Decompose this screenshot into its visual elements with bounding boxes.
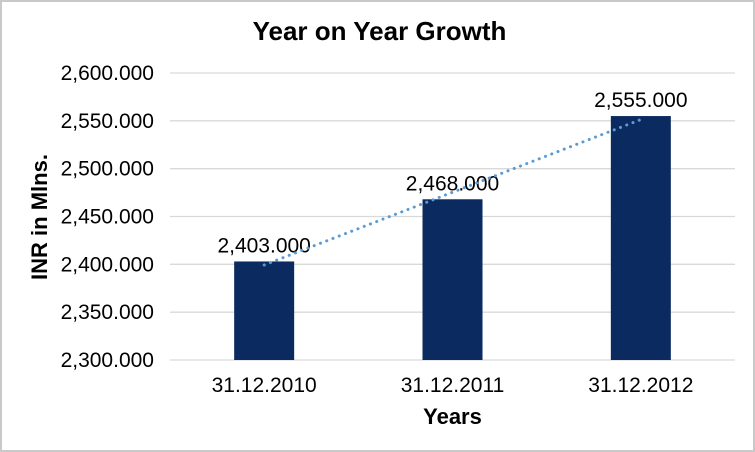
chart-title: Year on Year Growth [252,16,507,46]
y-axis-tick-label: 2,400.000 [61,253,154,276]
y-axis-tick-label: 2,500.000 [61,158,154,181]
y-axis-tick-label: 2,550.000 [61,110,154,133]
x-axis-tick-label: 31.12.2012 [588,374,693,397]
x-axis-tick-label: 31.12.2010 [212,374,317,397]
y-axis-tick-label: 2,350.000 [61,301,154,324]
bar [234,261,295,360]
x-axis-tick-label: 31.12.2011 [401,374,505,397]
bar-data-label: 2,468.000 [406,172,499,195]
y-axis-tick-label: 2,300.000 [61,349,154,372]
y-axis-tick-label: 2,600.000 [61,62,154,85]
bar-data-label: 2,403.000 [217,234,310,257]
y-axis-tick-label: 2,450.000 [61,206,154,229]
bar [422,199,483,360]
trendline [262,118,643,267]
bar [610,116,671,360]
bar-data-label: 2,555.000 [594,89,687,112]
x-axis-title: Years [423,404,482,429]
